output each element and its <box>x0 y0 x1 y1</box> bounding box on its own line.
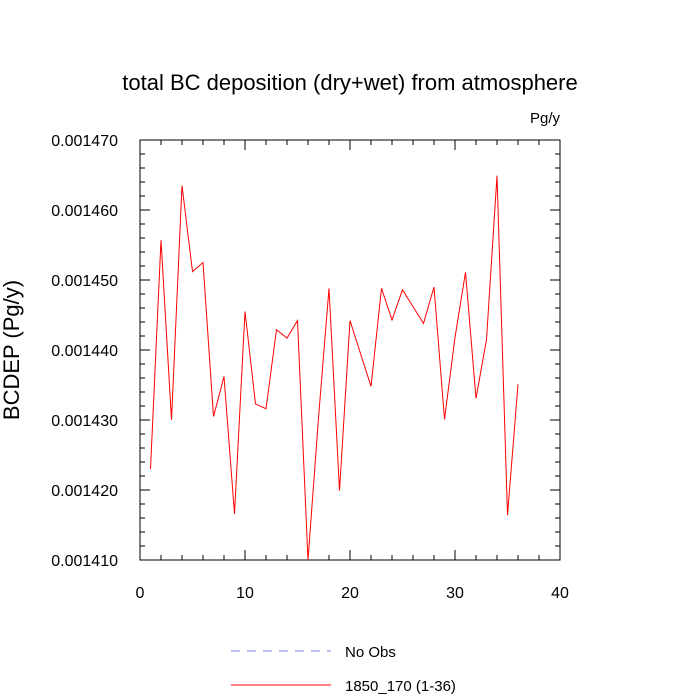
x-tick-label: 20 <box>341 585 359 602</box>
y-tick-label: 0.001470 <box>51 133 118 150</box>
y-axis-label: BCDEP (Pg/y) <box>0 280 24 420</box>
minor-ticks <box>139 139 561 561</box>
legend: No Obs 1850_170 (1-36) <box>231 644 456 695</box>
x-tick-label: 40 <box>551 585 569 602</box>
units-label: Pg/y <box>530 110 561 127</box>
legend-series-label: 1850_170 (1-36) <box>345 678 456 695</box>
y-tick-label: 0.001450 <box>51 273 118 290</box>
chart-title: total BC deposition (dry+wet) from atmos… <box>122 70 577 95</box>
x-tick-labels: 0 10 20 30 40 <box>136 585 569 602</box>
major-ticks <box>139 139 561 561</box>
y-tick-label: 0.001410 <box>51 553 118 570</box>
series-line <box>150 175 519 561</box>
x-tick-label: 10 <box>236 585 254 602</box>
x-tick-label: 30 <box>446 585 464 602</box>
y-tick-label: 0.001420 <box>51 483 118 500</box>
x-tick-label: 0 <box>136 585 145 602</box>
series-layer <box>150 175 519 561</box>
y-tick-label: 0.001440 <box>51 343 118 360</box>
y-tick-label: 0.001460 <box>51 203 118 220</box>
plot-frame <box>139 139 561 561</box>
legend-no-obs-label: No Obs <box>345 644 396 661</box>
y-tick-label: 0.001430 <box>51 413 118 430</box>
y-tick-labels: 0.001410 0.001420 0.001430 0.001440 0.001450… <box>51 133 118 570</box>
